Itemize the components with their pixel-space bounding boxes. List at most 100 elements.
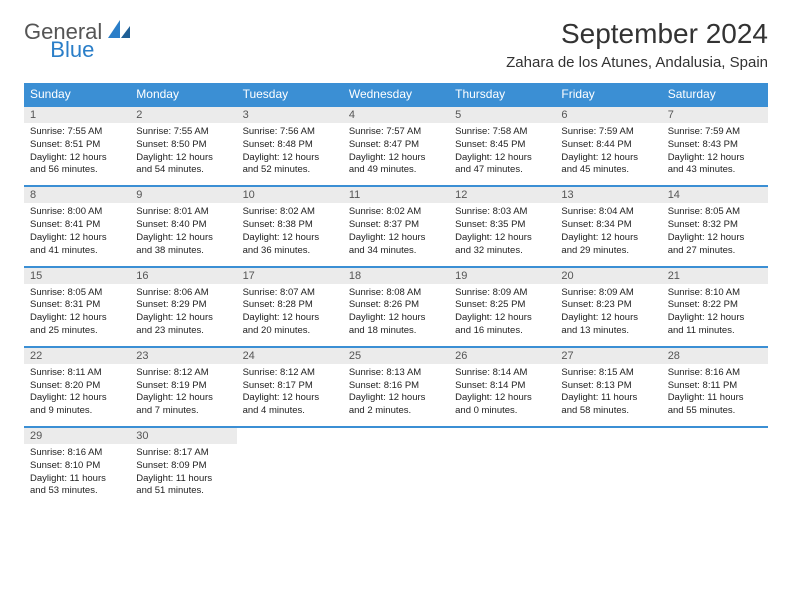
day-number	[555, 428, 661, 444]
logo: General Blue	[24, 18, 180, 45]
day-body: Sunrise: 8:02 AMSunset: 8:38 PMDaylight:…	[237, 203, 343, 265]
day-d2: and 20 minutes.	[243, 325, 337, 338]
dow-row: Sunday Monday Tuesday Wednesday Thursday…	[24, 83, 768, 106]
day-number: 21	[662, 268, 768, 284]
day-cell	[343, 427, 449, 506]
day-d2: and 2 minutes.	[349, 405, 443, 418]
day-ss: Sunset: 8:19 PM	[136, 380, 230, 393]
day-d1: Daylight: 12 hours	[30, 232, 124, 245]
day-number: 8	[24, 187, 130, 203]
day-cell: 11Sunrise: 8:02 AMSunset: 8:37 PMDayligh…	[343, 186, 449, 266]
day-number	[449, 428, 555, 444]
day-body: Sunrise: 8:05 AMSunset: 8:31 PMDaylight:…	[24, 284, 130, 346]
day-d1: Daylight: 12 hours	[455, 152, 549, 165]
day-d1: Daylight: 12 hours	[243, 312, 337, 325]
day-d1: Daylight: 12 hours	[455, 232, 549, 245]
day-d1: Daylight: 11 hours	[136, 473, 230, 486]
day-body: Sunrise: 7:55 AMSunset: 8:50 PMDaylight:…	[130, 123, 236, 185]
day-body: Sunrise: 7:57 AMSunset: 8:47 PMDaylight:…	[343, 123, 449, 185]
day-ss: Sunset: 8:23 PM	[561, 299, 655, 312]
day-d2: and 38 minutes.	[136, 245, 230, 258]
week-row: 29Sunrise: 8:16 AMSunset: 8:10 PMDayligh…	[24, 427, 768, 506]
day-cell	[555, 427, 661, 506]
day-sr: Sunrise: 8:15 AM	[561, 367, 655, 380]
day-body: Sunrise: 7:55 AMSunset: 8:51 PMDaylight:…	[24, 123, 130, 185]
day-body: Sunrise: 7:58 AMSunset: 8:45 PMDaylight:…	[449, 123, 555, 185]
day-d2: and 36 minutes.	[243, 245, 337, 258]
day-body	[343, 444, 449, 506]
day-d1: Daylight: 12 hours	[243, 392, 337, 405]
day-d2: and 51 minutes.	[136, 485, 230, 498]
day-ss: Sunset: 8:50 PM	[136, 139, 230, 152]
day-d2: and 55 minutes.	[668, 405, 762, 418]
day-body: Sunrise: 8:08 AMSunset: 8:26 PMDaylight:…	[343, 284, 449, 346]
day-body	[449, 444, 555, 506]
day-cell: 19Sunrise: 8:09 AMSunset: 8:25 PMDayligh…	[449, 267, 555, 347]
day-body: Sunrise: 8:03 AMSunset: 8:35 PMDaylight:…	[449, 203, 555, 265]
day-sr: Sunrise: 8:02 AM	[243, 206, 337, 219]
day-sr: Sunrise: 8:11 AM	[30, 367, 124, 380]
day-ss: Sunset: 8:14 PM	[455, 380, 549, 393]
day-d2: and 0 minutes.	[455, 405, 549, 418]
day-d2: and 34 minutes.	[349, 245, 443, 258]
day-sr: Sunrise: 8:12 AM	[243, 367, 337, 380]
day-ss: Sunset: 8:51 PM	[30, 139, 124, 152]
dow-saturday: Saturday	[662, 83, 768, 106]
day-cell: 18Sunrise: 8:08 AMSunset: 8:26 PMDayligh…	[343, 267, 449, 347]
day-body: Sunrise: 8:06 AMSunset: 8:29 PMDaylight:…	[130, 284, 236, 346]
header: General Blue September 2024 Zahara de lo…	[24, 18, 768, 71]
day-number: 9	[130, 187, 236, 203]
day-d1: Daylight: 12 hours	[30, 152, 124, 165]
day-body: Sunrise: 8:07 AMSunset: 8:28 PMDaylight:…	[237, 284, 343, 346]
day-d2: and 41 minutes.	[30, 245, 124, 258]
day-cell: 16Sunrise: 8:06 AMSunset: 8:29 PMDayligh…	[130, 267, 236, 347]
day-d1: Daylight: 12 hours	[455, 392, 549, 405]
day-d2: and 23 minutes.	[136, 325, 230, 338]
day-number: 20	[555, 268, 661, 284]
day-cell: 10Sunrise: 8:02 AMSunset: 8:38 PMDayligh…	[237, 186, 343, 266]
day-cell: 1Sunrise: 7:55 AMSunset: 8:51 PMDaylight…	[24, 106, 130, 186]
day-number: 25	[343, 348, 449, 364]
day-ss: Sunset: 8:22 PM	[668, 299, 762, 312]
day-body: Sunrise: 7:56 AMSunset: 8:48 PMDaylight:…	[237, 123, 343, 185]
day-ss: Sunset: 8:29 PM	[136, 299, 230, 312]
day-sr: Sunrise: 8:13 AM	[349, 367, 443, 380]
day-body	[237, 444, 343, 506]
day-number: 7	[662, 107, 768, 123]
day-d1: Daylight: 12 hours	[136, 232, 230, 245]
day-cell: 15Sunrise: 8:05 AMSunset: 8:31 PMDayligh…	[24, 267, 130, 347]
day-number: 6	[555, 107, 661, 123]
location: Zahara de los Atunes, Andalusia, Spain	[506, 54, 768, 71]
day-ss: Sunset: 8:35 PM	[455, 219, 549, 232]
day-number: 26	[449, 348, 555, 364]
day-d2: and 32 minutes.	[455, 245, 549, 258]
day-sr: Sunrise: 8:01 AM	[136, 206, 230, 219]
day-number: 27	[555, 348, 661, 364]
day-number: 28	[662, 348, 768, 364]
day-number: 17	[237, 268, 343, 284]
day-d1: Daylight: 11 hours	[668, 392, 762, 405]
week-row: 15Sunrise: 8:05 AMSunset: 8:31 PMDayligh…	[24, 267, 768, 347]
day-d2: and 25 minutes.	[30, 325, 124, 338]
day-sr: Sunrise: 8:10 AM	[668, 287, 762, 300]
day-d2: and 27 minutes.	[668, 245, 762, 258]
day-cell: 8Sunrise: 8:00 AMSunset: 8:41 PMDaylight…	[24, 186, 130, 266]
day-sr: Sunrise: 8:05 AM	[30, 287, 124, 300]
day-d2: and 58 minutes.	[561, 405, 655, 418]
day-number	[237, 428, 343, 444]
week-row: 22Sunrise: 8:11 AMSunset: 8:20 PMDayligh…	[24, 347, 768, 427]
day-d2: and 16 minutes.	[455, 325, 549, 338]
day-cell: 12Sunrise: 8:03 AMSunset: 8:35 PMDayligh…	[449, 186, 555, 266]
title-block: September 2024 Zahara de los Atunes, And…	[506, 18, 768, 71]
week-row: 1Sunrise: 7:55 AMSunset: 8:51 PMDaylight…	[24, 106, 768, 186]
day-body: Sunrise: 8:05 AMSunset: 8:32 PMDaylight:…	[662, 203, 768, 265]
day-d1: Daylight: 12 hours	[668, 312, 762, 325]
day-cell: 23Sunrise: 8:12 AMSunset: 8:19 PMDayligh…	[130, 347, 236, 427]
sail-icon	[106, 18, 132, 45]
day-ss: Sunset: 8:28 PM	[243, 299, 337, 312]
day-body: Sunrise: 8:09 AMSunset: 8:25 PMDaylight:…	[449, 284, 555, 346]
day-cell: 6Sunrise: 7:59 AMSunset: 8:44 PMDaylight…	[555, 106, 661, 186]
day-body: Sunrise: 8:04 AMSunset: 8:34 PMDaylight:…	[555, 203, 661, 265]
day-ss: Sunset: 8:11 PM	[668, 380, 762, 393]
day-number: 4	[343, 107, 449, 123]
